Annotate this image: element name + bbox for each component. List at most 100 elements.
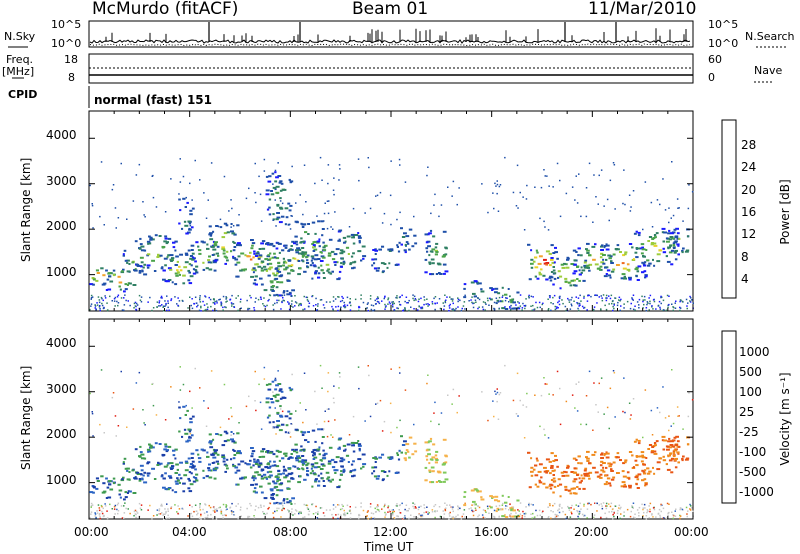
velocity-cell <box>668 459 673 462</box>
power-cell <box>122 254 125 257</box>
velocity-cell <box>230 434 232 436</box>
power-cell <box>637 265 642 268</box>
power-cell <box>549 264 552 267</box>
velocity-cell <box>448 518 450 520</box>
velocity-cell <box>358 387 360 390</box>
velocity-cell <box>594 451 597 454</box>
velocity-cell <box>504 364 506 367</box>
velocity-cell <box>287 410 291 413</box>
velocity-cell <box>347 461 350 463</box>
power-cell <box>275 257 280 260</box>
velocity-cell <box>370 516 373 519</box>
velocity-cell <box>170 507 172 510</box>
velocity-cell <box>677 415 679 417</box>
power-cell <box>187 220 191 223</box>
velocity-cell <box>134 476 137 479</box>
power-cell <box>580 215 582 218</box>
velocity-cell <box>657 513 660 515</box>
velocity-cell <box>311 465 315 468</box>
velocity-cell <box>587 502 589 505</box>
velocity-cell <box>593 382 595 384</box>
velocity-cell <box>93 486 96 489</box>
power-cell <box>385 305 387 307</box>
power-cell <box>633 232 637 235</box>
velocity-cell <box>668 446 672 449</box>
velocity-cell <box>572 487 576 490</box>
velocity-cell <box>305 409 307 411</box>
power-cell <box>139 256 144 259</box>
power-cell <box>277 175 281 177</box>
power-cell <box>167 306 169 309</box>
power-cell <box>149 296 151 299</box>
power-cell <box>586 300 589 302</box>
power-cell <box>367 302 369 304</box>
power-cell <box>517 207 519 209</box>
power-cell <box>352 242 356 245</box>
velocity-cell <box>323 420 326 423</box>
velocity-cell <box>343 509 345 512</box>
power-cell <box>452 309 454 312</box>
power-cell <box>326 227 329 230</box>
power-cell <box>250 296 252 299</box>
power-cell <box>408 228 413 231</box>
velocity-cell <box>317 511 319 513</box>
xtick-0800: 08:00 <box>273 525 308 539</box>
velocity-cell <box>618 504 621 507</box>
velocity-cell <box>161 474 164 477</box>
velocity-cell <box>203 517 206 520</box>
velocity-cell <box>605 507 608 510</box>
power-cell <box>225 298 227 300</box>
power-cell <box>653 234 657 236</box>
velocity-cell <box>650 409 653 412</box>
velocity-cell <box>522 510 524 513</box>
velocity-cell <box>612 476 616 479</box>
power-cell <box>498 296 501 299</box>
power-cell <box>190 264 193 267</box>
velocity-cell <box>357 458 362 461</box>
velocity-cell <box>568 509 571 511</box>
power-cell <box>626 300 629 303</box>
power-cell <box>577 307 579 310</box>
power-cell <box>243 268 247 271</box>
power-cell <box>117 217 120 219</box>
velocity-cell <box>517 514 519 517</box>
velocity-cell <box>283 452 288 455</box>
power-cell <box>323 244 328 247</box>
velocity-cell <box>605 481 608 483</box>
velocity-cell <box>278 459 281 462</box>
power-cell <box>447 186 449 188</box>
velocity-cell <box>250 455 254 458</box>
power-cell <box>602 294 605 296</box>
power-cell <box>570 279 575 282</box>
velocity-cell <box>678 445 681 448</box>
power-cell <box>225 296 227 298</box>
power-cell <box>584 259 588 262</box>
power-cell <box>377 297 379 300</box>
power-cell <box>250 275 254 278</box>
velocity-cell <box>213 477 217 480</box>
power-cell <box>230 199 232 201</box>
power-cell <box>189 275 194 278</box>
power-cell <box>157 253 160 256</box>
velocity-cell <box>519 513 522 515</box>
velocity-cell <box>350 512 352 515</box>
velocity-cell <box>493 516 496 518</box>
power-cell <box>498 308 500 310</box>
power-cell <box>270 190 273 192</box>
power-cell <box>169 268 173 271</box>
velocity-cell <box>343 449 346 452</box>
velocity-cell <box>234 466 239 469</box>
velocity-cell <box>428 470 432 473</box>
power-cell <box>290 245 293 247</box>
power-cell <box>588 269 591 272</box>
power-cell <box>216 302 218 304</box>
velocity-cell <box>600 460 604 463</box>
velocity-cell <box>452 517 454 520</box>
velocity-cell <box>651 513 653 515</box>
velocity-cell <box>601 507 604 510</box>
velocity-cell <box>405 443 410 446</box>
power-cell <box>463 287 466 290</box>
power-cell <box>384 303 386 306</box>
power-cell <box>645 249 648 251</box>
velocity-cell <box>342 471 345 474</box>
